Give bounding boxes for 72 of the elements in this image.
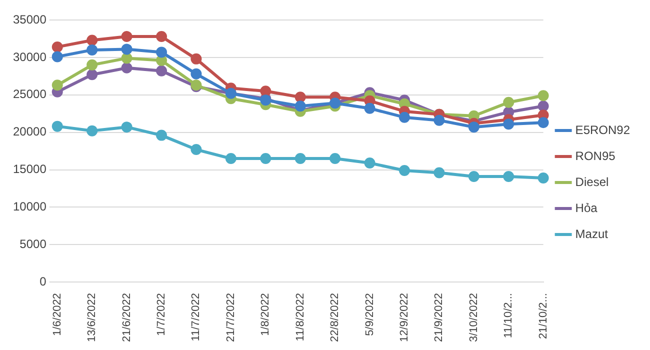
point <box>156 46 167 58</box>
point <box>190 68 202 80</box>
point <box>398 165 410 176</box>
point <box>538 100 549 112</box>
point <box>121 30 132 42</box>
point <box>190 53 202 64</box>
legend-label: E5RON92 <box>575 122 630 137</box>
x-tick-label: 11/8/2022 <box>294 293 306 342</box>
y-tick-label: 5000 <box>20 236 47 251</box>
point <box>156 54 167 66</box>
point <box>538 90 549 102</box>
y-tick-label: 10000 <box>12 200 47 214</box>
x-tick-label: 5/9/2022 <box>364 293 376 336</box>
point <box>86 59 98 70</box>
point <box>225 153 236 164</box>
point <box>260 153 272 164</box>
point <box>503 170 514 182</box>
x-tick-label: 3/10/2022 <box>468 293 480 342</box>
point <box>121 62 132 74</box>
point <box>538 117 549 128</box>
point <box>364 102 376 114</box>
legend-label: RON95 <box>575 148 616 163</box>
point <box>86 125 98 136</box>
y-tick-label: 15000 <box>12 162 47 176</box>
point <box>86 69 98 80</box>
x-tick-label: 1/8/2022 <box>260 293 272 336</box>
legend-label: Mazut <box>575 226 609 241</box>
x-tick-label: 21/7/2022 <box>224 293 237 342</box>
y-tick-label: 0 <box>40 274 47 288</box>
point <box>294 153 306 164</box>
point <box>260 86 272 97</box>
point <box>503 118 514 130</box>
point <box>468 122 480 133</box>
point <box>121 52 132 64</box>
y-tick-label: 30000 <box>12 50 47 64</box>
y-tick-label: 20000 <box>12 124 47 139</box>
x-tick-label: 11/10/2... <box>502 293 515 338</box>
point <box>86 44 98 56</box>
point <box>190 144 202 156</box>
point <box>121 122 132 133</box>
x-tick-label: 1/6/2022 <box>51 293 64 336</box>
y-tick-label: 35000 <box>12 12 47 26</box>
point <box>503 96 514 108</box>
point <box>294 100 306 112</box>
point <box>156 65 167 76</box>
point <box>86 34 98 46</box>
point <box>468 170 480 182</box>
point <box>156 30 167 42</box>
legend-label: Diesel <box>575 174 609 189</box>
legend-label: Hỏa <box>575 200 598 215</box>
point <box>434 114 445 126</box>
x-tick-label: 13/6/2022 <box>86 293 98 342</box>
point <box>156 130 167 141</box>
point <box>398 112 410 123</box>
point <box>52 41 63 52</box>
x-tick-label: 21/10/2... <box>537 293 550 339</box>
x-tick-label: 1/7/2022 <box>156 293 168 336</box>
x-tick-label: 21/6/2022 <box>120 293 133 342</box>
y-tick-label: 25000 <box>12 87 47 102</box>
x-tick-label: 21/9/2022 <box>433 293 446 342</box>
point <box>330 153 341 164</box>
point <box>434 167 445 178</box>
point <box>121 44 132 55</box>
point <box>538 172 549 184</box>
x-tick-label: 11/7/2022 <box>190 293 202 342</box>
x-tick-label: 12/9/2022 <box>398 293 410 342</box>
point <box>364 158 376 169</box>
point <box>52 120 63 132</box>
point <box>52 51 63 62</box>
x-tick-label: 22/8/2022 <box>329 293 342 342</box>
point <box>52 80 63 91</box>
point <box>294 92 306 103</box>
